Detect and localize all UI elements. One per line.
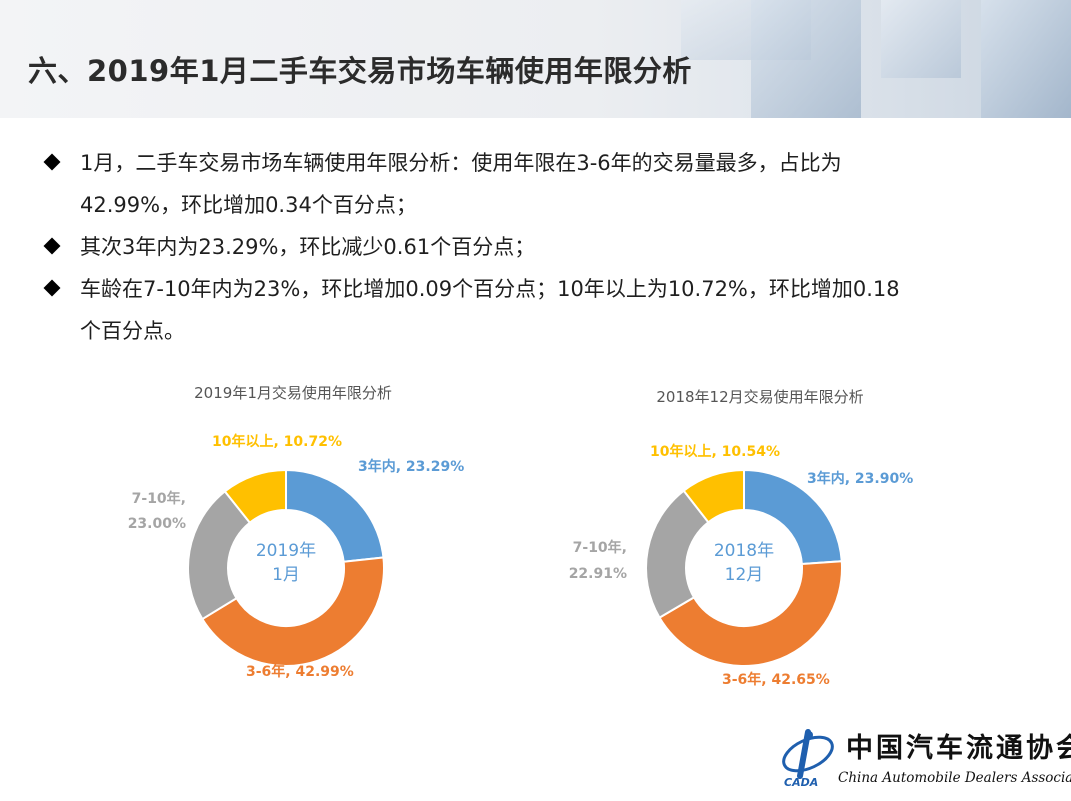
logo-chinese-name: 中国汽车流通协会 [846,733,1071,764]
slice-label-3-6y: 3-6年, 42.65% [722,671,830,688]
slice-label-under-3y: 3年内, 23.90% [807,470,913,487]
donut-slice-3 [682,468,745,524]
logo-abbreviation: CADA [784,776,819,789]
slice-label-over-10y: 10年以上, 10.72% [212,433,342,450]
slice-label-under-3y: 3年内, 23.29% [358,458,464,475]
bullet-line: 42.99%，环比增加0.34个百分点； [80,193,417,217]
donut-slice-1 [200,556,385,667]
donut-center-label: 2019年 [256,541,316,561]
slice-label-7-10y: 7-10年, [573,539,627,556]
donut-chart-2019-01: 2019年1月交易使用年限分析 2019年 1月 3年内, 23.29% 3-6… [128,384,465,680]
diamond-bullet-icon [43,237,61,255]
bullet-line: 车龄在7-10年内为23%，环比增加0.09个百分点；10年以上为10.72%，… [80,277,900,301]
association-logo: CADA 中国汽车流通协会 China Automobile Dealers A… [776,722,1071,798]
slice-label-over-10y: 10年以上, 10.54% [650,443,780,460]
chart-title: 2019年1月交易使用年限分析 [194,384,392,402]
donut-slices [187,468,385,667]
bullet-line: 个百分点。 [80,319,185,343]
donut-slices [645,468,843,667]
diamond-bullet-icon [43,279,61,297]
donut-charts: 2019年1月交易使用年限分析 2019年 1月 3年内, 23.29% 3-6… [128,384,914,688]
bullet-line: 1月，二手车交易市场车辆使用年限分析：使用年限在3-6年的交易量最多，占比为 [80,151,842,175]
diamond-bullet-icon [43,153,61,171]
header-decoration [681,0,1071,118]
donut-center-label: 2018年 [714,541,774,561]
donut-slice-1 [658,560,843,667]
donut-slice-3 [223,468,287,525]
donut-chart-2018-12: 2018年12月交易使用年限分析 2018年 12月 3年内, 23.90% 3… [569,388,914,688]
bullet-line: 其次3年内为23.29%，环比减少0.61个百分点； [80,235,536,259]
bullet-item: 1月，二手车交易市场车辆使用年限分析：使用年限在3-6年的交易量最多，占比为 4… [43,142,1004,226]
donut-center-label: 12月 [725,565,764,585]
page-title: 六、2019年1月二手车交易市场车辆使用年限分析 [28,54,692,88]
cada-emblem-icon [782,729,834,779]
bullet-item: 车龄在7-10年内为23%，环比增加0.09个百分点；10年以上为10.72%，… [43,268,1004,352]
bullet-list: 1月，二手车交易市场车辆使用年限分析：使用年限在3-6年的交易量最多，占比为 4… [43,142,1004,352]
header-banner: 六、2019年1月二手车交易市场车辆使用年限分析 [0,0,1071,118]
bullet-item: 其次3年内为23.29%，环比减少0.61个百分点； [43,226,1004,268]
chart-title: 2018年12月交易使用年限分析 [656,388,863,406]
slice-label-7-10y: 23.00% [128,516,186,532]
slice-label-3-6y: 3-6年, 42.99% [246,663,354,680]
donut-center-label: 1月 [272,565,300,585]
logo-english-name: China Automobile Dealers Association [838,770,1071,786]
slice-label-7-10y: 7-10年, [132,490,186,507]
slice-label-7-10y: 22.91% [569,566,627,582]
